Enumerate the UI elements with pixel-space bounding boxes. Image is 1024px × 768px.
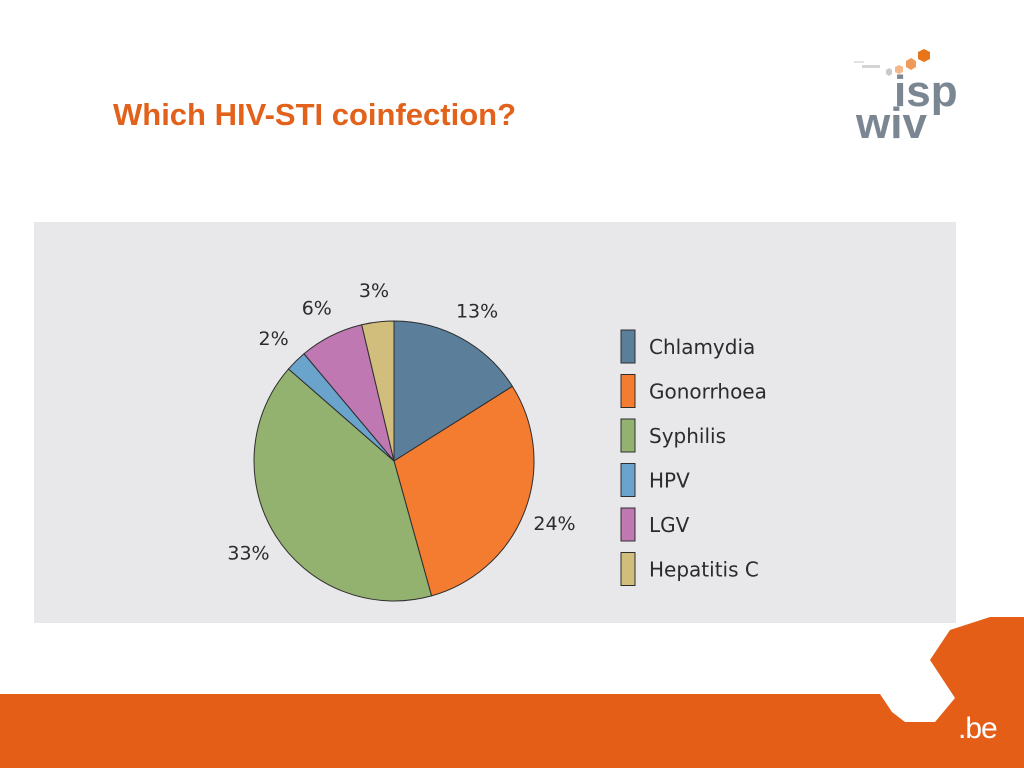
footer-shape	[0, 617, 1024, 768]
chart-panel: 13% 24% 33% 2% 6% 3% Chlamydia Gonorrhoea Syphi…	[34, 222, 956, 623]
legend-swatch-hepatitis-c	[620, 552, 636, 586]
pie-percent-labels: 13% 24% 33% 2% 6% 3%	[227, 280, 575, 565]
legend-swatch-hpv	[620, 463, 636, 497]
logo-hexagons	[854, 49, 930, 76]
pie-label-syphilis: 33%	[227, 543, 269, 565]
legend-label-hepatitis-c: Hepatitis C	[649, 558, 759, 582]
legend-label-gonorrhoea: Gonorrhoea	[649, 380, 767, 404]
legend-item-syphilis: Syphilis	[620, 418, 726, 453]
pie-slice-chlamydia	[393, 320, 514, 462]
legend-swatch-lgv	[620, 507, 636, 542]
legend-label-chlamydia: Chlamydia	[649, 335, 755, 359]
legend-label-syphilis: Syphilis	[649, 424, 726, 448]
logo-wiv-text: wiv	[855, 99, 927, 144]
slide-title: Which HIV-STI coinfection?	[113, 97, 516, 132]
legend-item-hpv: HPV	[620, 463, 690, 497]
chart-legend: Chlamydia Gonorrhoea Syphilis HPV LGV Hepatit…	[620, 329, 767, 586]
legend-swatch-gonorrhoea	[620, 374, 636, 408]
pie-label-lgv: 6%	[302, 297, 332, 319]
legend-swatch-chlamydia	[620, 329, 636, 364]
legend-swatch-syphilis	[620, 418, 636, 453]
pie-chart: 13% 24% 33% 2% 6% 3% Chlamydia Gonorrhoea Syphi…	[227, 280, 767, 602]
brand-be: .be	[958, 712, 998, 745]
pie-label-hpv: 2%	[259, 328, 289, 350]
legend-label-hpv: HPV	[649, 469, 690, 493]
pie-slice-gonorrhoea	[393, 385, 535, 597]
legend-item-hepatitis-c: Hepatitis C	[620, 552, 759, 586]
legend-label-lgv: LGV	[649, 513, 690, 537]
pie-label-chlamydia: 13%	[456, 300, 498, 322]
pie-label-gonorrhoea: 24%	[533, 513, 575, 535]
pie-slice-syphilis	[253, 368, 433, 602]
isp-wiv-logo: isp wiv	[854, 49, 958, 144]
legend-item-gonorrhoea: Gonorrhoea	[620, 374, 767, 408]
logo-isp-text: isp	[894, 67, 958, 116]
pie-slices	[253, 320, 535, 602]
pie-slice-hepatitis-c	[361, 320, 395, 462]
legend-item-lgv: LGV	[620, 507, 690, 542]
pie-label-hepatitis-c: 3%	[359, 280, 389, 302]
legend-item-chlamydia: Chlamydia	[620, 329, 755, 364]
